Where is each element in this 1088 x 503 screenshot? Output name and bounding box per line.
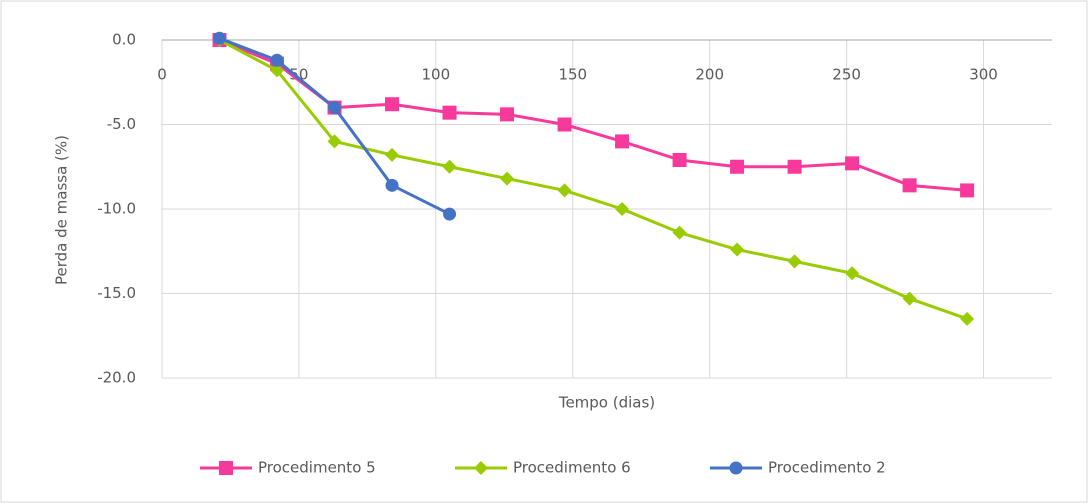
y-tick-label: -10.0 — [97, 200, 136, 218]
marker — [500, 171, 515, 186]
marker — [385, 147, 400, 162]
marker — [500, 107, 515, 122]
marker — [672, 225, 687, 240]
marker — [729, 461, 743, 475]
x-tick-label: 50 — [289, 66, 308, 84]
marker — [615, 134, 630, 149]
x-tick-label: 300 — [969, 66, 998, 84]
legend-label: Procedimento 5 — [258, 459, 376, 477]
marker — [902, 178, 917, 193]
marker — [730, 159, 745, 174]
marker — [213, 31, 227, 45]
marker — [787, 254, 802, 269]
x-tick-label: 250 — [832, 66, 861, 84]
marker — [557, 183, 572, 198]
marker — [442, 105, 457, 120]
marker — [960, 311, 975, 326]
y-axis-label: Perda de massa (%) — [53, 135, 71, 285]
x-axis-label: Tempo (dias) — [558, 394, 655, 412]
x-tick-label: 200 — [695, 66, 724, 84]
marker — [474, 461, 488, 475]
marker — [443, 207, 457, 221]
marker — [328, 101, 342, 115]
y-tick-label: -15.0 — [97, 284, 136, 302]
marker — [845, 266, 860, 281]
marker — [442, 159, 457, 174]
marker — [902, 291, 917, 306]
marker — [557, 117, 572, 132]
marker — [960, 183, 975, 198]
marker — [327, 134, 342, 149]
series-line — [218, 38, 968, 192]
marker — [270, 63, 285, 78]
marker — [385, 97, 400, 112]
marker — [385, 178, 399, 192]
x-tick-label: 150 — [558, 66, 587, 84]
marker — [270, 53, 284, 67]
x-tick-label: 0 — [157, 66, 167, 84]
marker — [787, 159, 802, 174]
y-tick-label: -5.0 — [107, 115, 136, 133]
legend-label: Procedimento 2 — [768, 459, 886, 477]
marker — [615, 202, 630, 216]
marker — [672, 152, 687, 167]
marker — [845, 156, 860, 171]
marker — [730, 242, 745, 257]
series-line — [218, 38, 968, 321]
y-tick-label: 0.0 — [112, 31, 136, 49]
legend-label: Procedimento 6 — [513, 459, 631, 477]
y-tick-label: -20.0 — [97, 369, 136, 387]
x-tick-label: 100 — [422, 66, 451, 84]
marker — [219, 461, 233, 475]
